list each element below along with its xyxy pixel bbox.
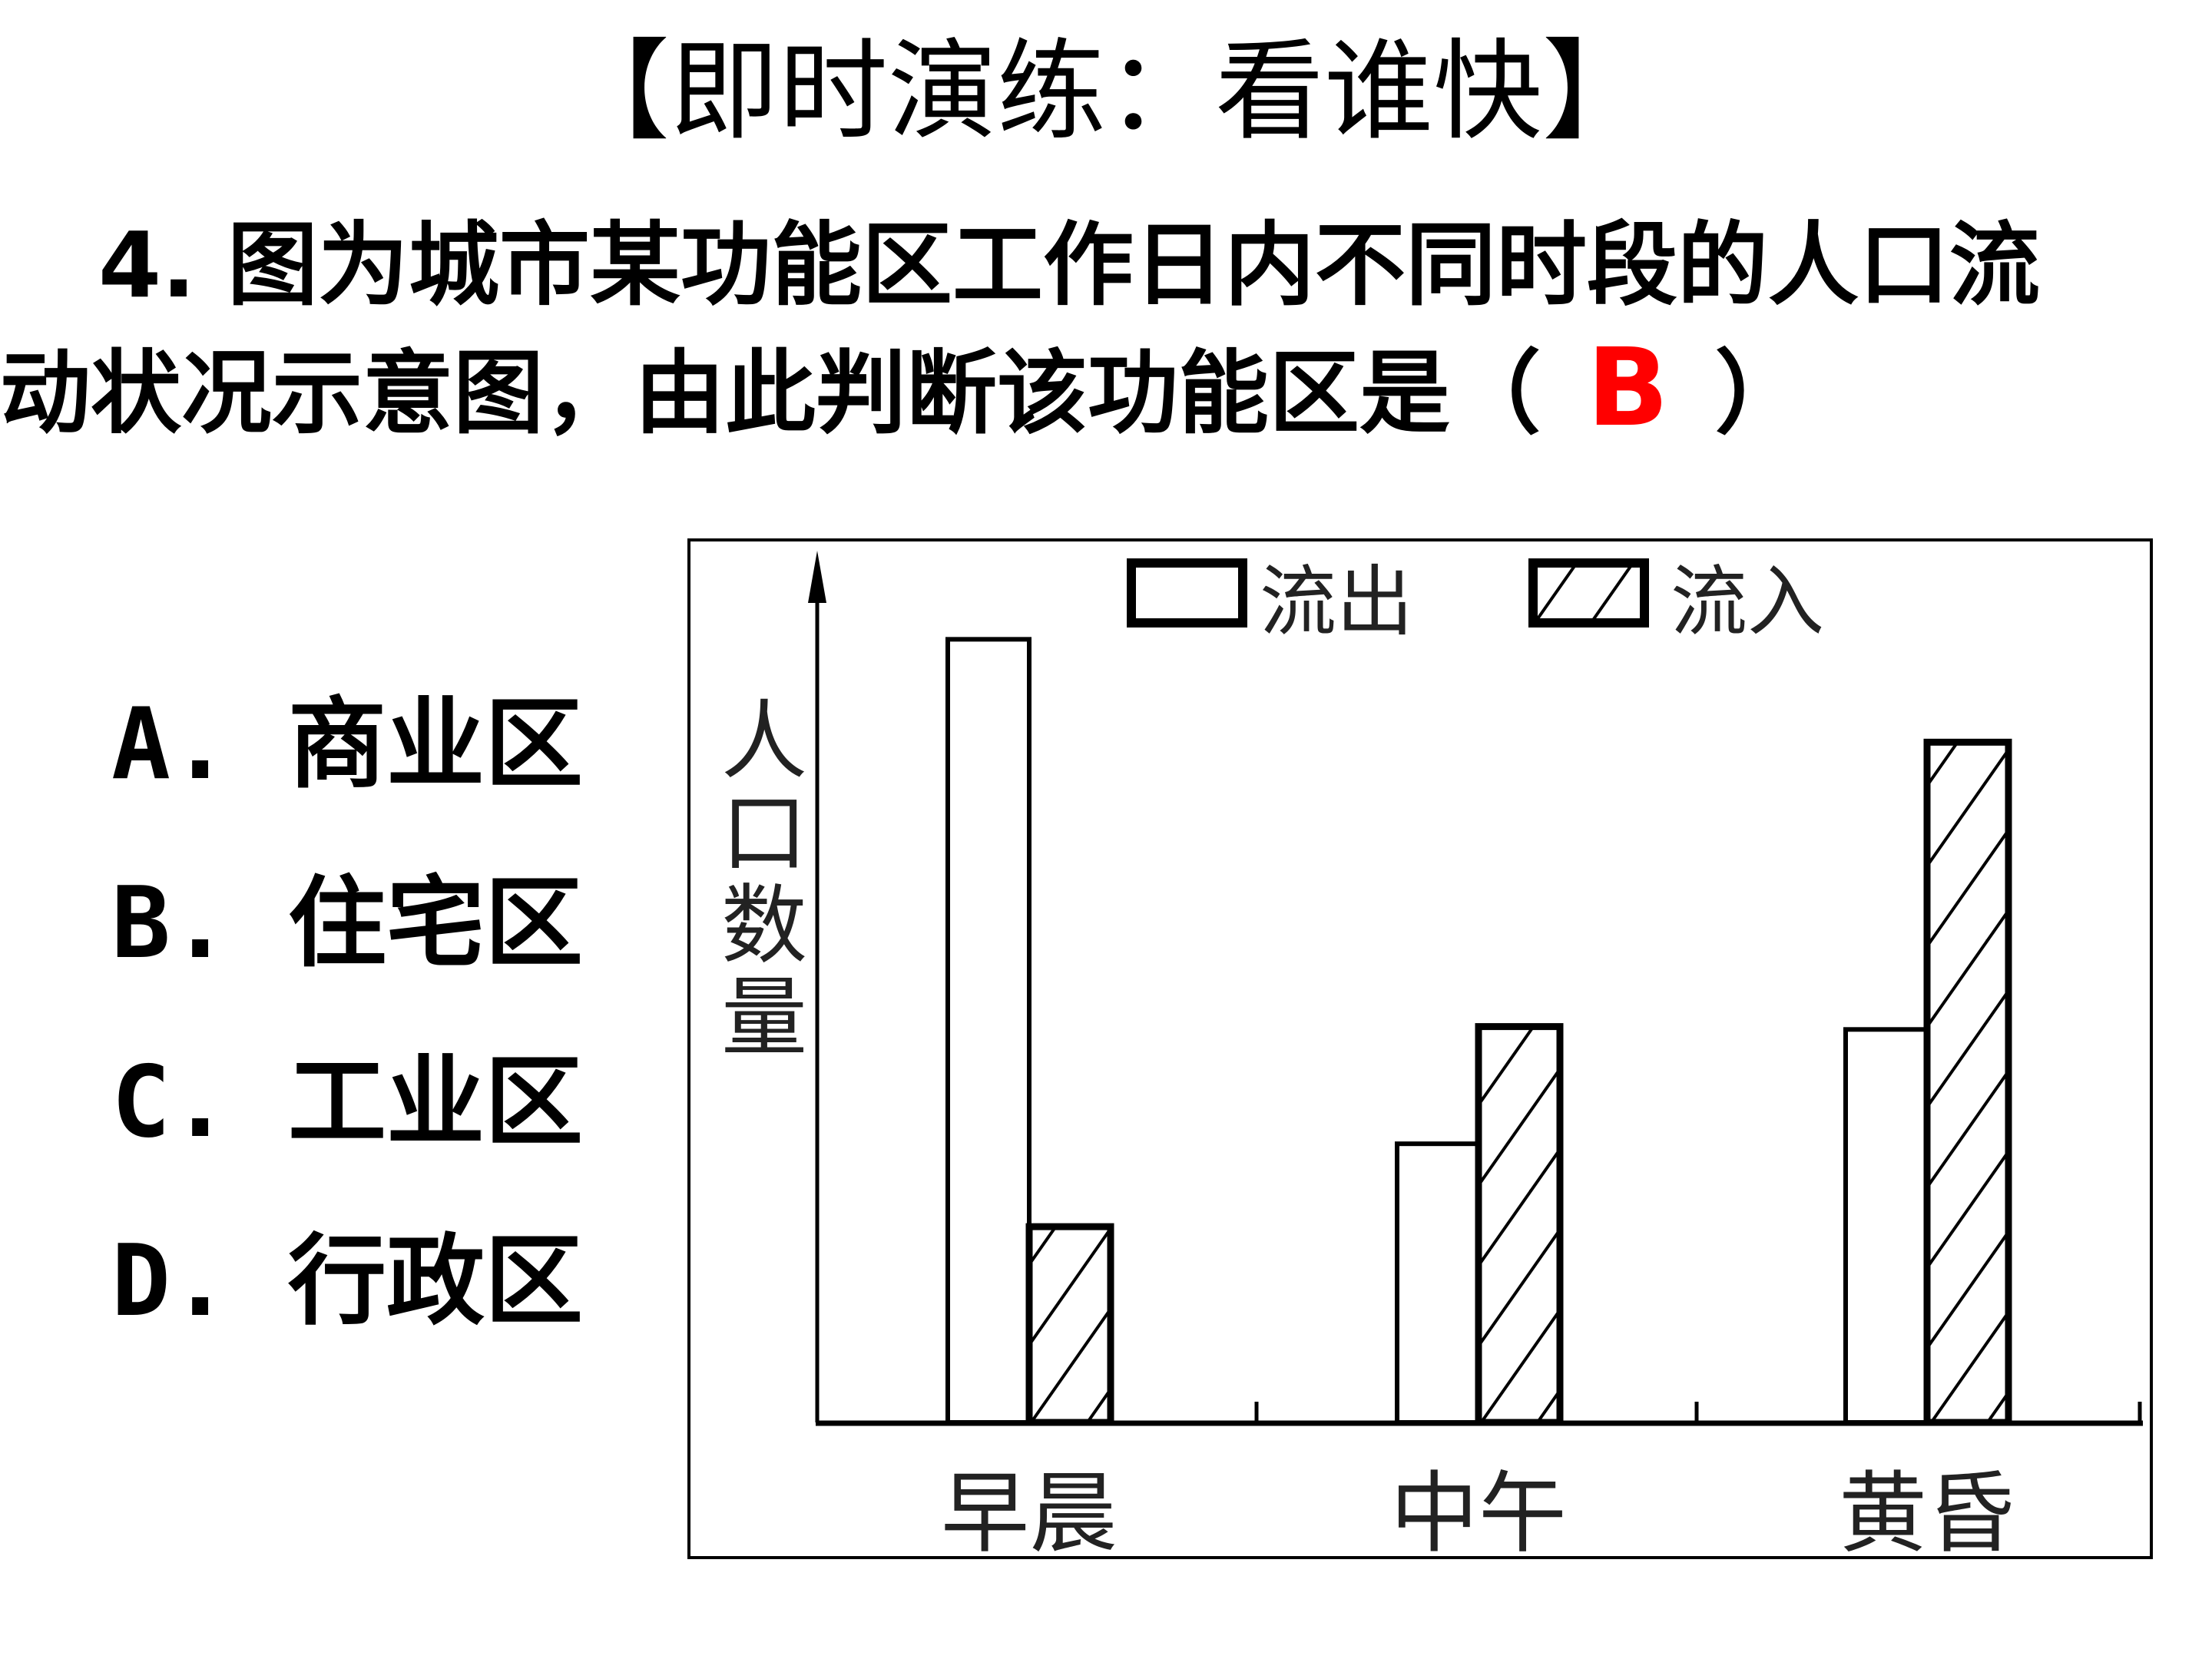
x-tick-label: 黄昏 bbox=[1839, 1462, 2015, 1565]
bar-inflow-2 bbox=[1923, 738, 2012, 1426]
option-letter: D. bbox=[111, 1224, 230, 1339]
bar-outflow-0 bbox=[945, 637, 1031, 1425]
question-close-paren: ） bbox=[1714, 340, 1806, 446]
bars bbox=[945, 637, 2012, 1426]
bar-outflow-2 bbox=[1843, 1027, 1929, 1426]
option-c[interactable]: C. 工业区 bbox=[111, 1045, 583, 1161]
y-axis-arrow-icon bbox=[808, 551, 826, 603]
x-tick-label: 中午 bbox=[1390, 1462, 1567, 1565]
y-axis-label: 人口数量 bbox=[707, 695, 806, 1064]
question-line-1: 4. 图为城市某功能区工作日内不同时段的人口流 bbox=[98, 212, 2041, 318]
option-text: 商业区 bbox=[288, 687, 584, 802]
legend-label-outflow: 流出 bbox=[1260, 557, 1413, 647]
bar-inflow-0 bbox=[1025, 1223, 1114, 1426]
chart-frame bbox=[687, 538, 2153, 1559]
option-letter: B. bbox=[111, 866, 230, 981]
question-line-2: 动状况示意图，由此判断该功能区是（ B） bbox=[0, 335, 1806, 447]
legend-label-inflow: 流入 bbox=[1671, 557, 1824, 647]
option-text: 住宅区 bbox=[288, 866, 584, 981]
option-d[interactable]: D. 行政区 bbox=[111, 1224, 583, 1339]
option-b[interactable]: B. 住宅区 bbox=[111, 866, 583, 982]
legend-swatch-outflow bbox=[1127, 558, 1247, 628]
legend-swatch-inflow bbox=[1528, 558, 1649, 628]
x-tick-label: 早晨 bbox=[941, 1462, 1118, 1565]
bar-inflow-1 bbox=[1475, 1023, 1564, 1426]
option-text: 行政区 bbox=[288, 1224, 584, 1339]
option-a[interactable]: A. 商业区 bbox=[111, 687, 583, 803]
legend: 流出 流入 bbox=[1127, 557, 1824, 647]
option-letter: A. bbox=[111, 687, 230, 802]
bar-outflow-1 bbox=[1395, 1141, 1481, 1425]
option-text: 工业区 bbox=[288, 1045, 584, 1160]
x-axis-labels: 早晨 中午 黄昏 bbox=[941, 1462, 2015, 1565]
page-title: 【即时演练：看谁快】 bbox=[561, 28, 1651, 155]
answer-letter: B bbox=[1587, 326, 1669, 451]
question-text: 动状况示意图，由此判断该功能区是（ bbox=[0, 340, 1541, 446]
option-letter: C. bbox=[111, 1045, 230, 1160]
